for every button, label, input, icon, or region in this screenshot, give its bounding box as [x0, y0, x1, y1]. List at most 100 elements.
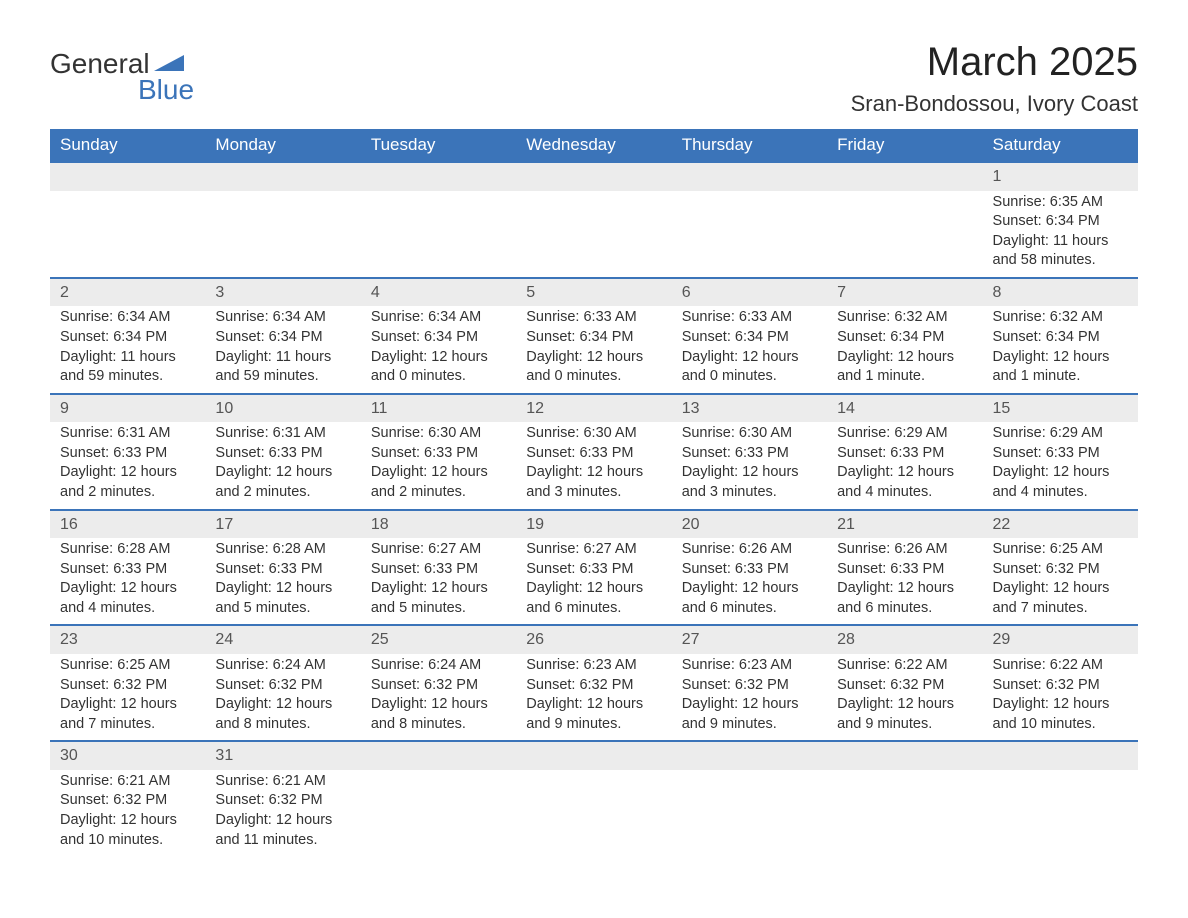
- sunrise-text: Sunrise: 6:33 AM: [682, 308, 817, 328]
- day-body: Sunrise: 6:29 AMSunset: 6:33 PMDaylight:…: [827, 422, 982, 508]
- sunrise-text: Sunrise: 6:23 AM: [526, 656, 661, 676]
- calendar-week: 23Sunrise: 6:25 AMSunset: 6:32 PMDayligh…: [50, 625, 1138, 741]
- daylight-text: Daylight: 12 hours and 8 minutes.: [371, 695, 506, 734]
- day-body: [516, 191, 671, 263]
- day-body: [983, 770, 1138, 842]
- calendar-cell: [983, 741, 1138, 856]
- sunrise-text: Sunrise: 6:26 AM: [682, 540, 817, 560]
- day-body: Sunrise: 6:34 AMSunset: 6:34 PMDaylight:…: [50, 306, 205, 392]
- sunrise-text: Sunrise: 6:25 AM: [993, 540, 1128, 560]
- day-body: Sunrise: 6:24 AMSunset: 6:32 PMDaylight:…: [361, 654, 516, 740]
- calendar-cell: 20Sunrise: 6:26 AMSunset: 6:33 PMDayligh…: [672, 510, 827, 626]
- sunrise-text: Sunrise: 6:25 AM: [60, 656, 195, 676]
- calendar-cell: [672, 741, 827, 856]
- day-body: Sunrise: 6:32 AMSunset: 6:34 PMDaylight:…: [983, 306, 1138, 392]
- sunset-text: Sunset: 6:32 PM: [60, 676, 195, 696]
- calendar-cell: [516, 741, 671, 856]
- day-body: Sunrise: 6:26 AMSunset: 6:33 PMDaylight:…: [827, 538, 982, 624]
- day-number: [672, 742, 827, 770]
- day-number: 6: [672, 279, 827, 307]
- weekday-header: Thursday: [672, 129, 827, 162]
- sunrise-text: Sunrise: 6:29 AM: [837, 424, 972, 444]
- day-number: 17: [205, 511, 360, 539]
- sunrise-text: Sunrise: 6:34 AM: [215, 308, 350, 328]
- day-body: Sunrise: 6:21 AMSunset: 6:32 PMDaylight:…: [50, 770, 205, 856]
- calendar-cell: 7Sunrise: 6:32 AMSunset: 6:34 PMDaylight…: [827, 278, 982, 394]
- calendar-head: SundayMondayTuesdayWednesdayThursdayFrid…: [50, 129, 1138, 162]
- day-body: Sunrise: 6:29 AMSunset: 6:33 PMDaylight:…: [983, 422, 1138, 508]
- day-number: [516, 742, 671, 770]
- day-body: Sunrise: 6:34 AMSunset: 6:34 PMDaylight:…: [361, 306, 516, 392]
- sunset-text: Sunset: 6:33 PM: [60, 444, 195, 464]
- logo-text-blue: Blue: [138, 74, 194, 106]
- calendar-cell: 30Sunrise: 6:21 AMSunset: 6:32 PMDayligh…: [50, 741, 205, 856]
- calendar-week: 2Sunrise: 6:34 AMSunset: 6:34 PMDaylight…: [50, 278, 1138, 394]
- sunset-text: Sunset: 6:33 PM: [371, 560, 506, 580]
- day-number: 12: [516, 395, 671, 423]
- weekday-header: Saturday: [983, 129, 1138, 162]
- daylight-text: Daylight: 12 hours and 2 minutes.: [60, 463, 195, 502]
- day-number: [672, 163, 827, 191]
- day-number: 7: [827, 279, 982, 307]
- day-number: 3: [205, 279, 360, 307]
- day-number: 16: [50, 511, 205, 539]
- day-number: 25: [361, 626, 516, 654]
- day-body: Sunrise: 6:33 AMSunset: 6:34 PMDaylight:…: [516, 306, 671, 392]
- daylight-text: Daylight: 11 hours and 58 minutes.: [993, 232, 1128, 271]
- sunset-text: Sunset: 6:33 PM: [837, 444, 972, 464]
- daylight-text: Daylight: 12 hours and 7 minutes.: [993, 579, 1128, 618]
- day-body: [50, 191, 205, 263]
- sunset-text: Sunset: 6:33 PM: [682, 444, 817, 464]
- day-body: Sunrise: 6:25 AMSunset: 6:32 PMDaylight:…: [50, 654, 205, 740]
- calendar-body: 1Sunrise: 6:35 AMSunset: 6:34 PMDaylight…: [50, 162, 1138, 856]
- day-body: Sunrise: 6:31 AMSunset: 6:33 PMDaylight:…: [205, 422, 360, 508]
- calendar-cell: 23Sunrise: 6:25 AMSunset: 6:32 PMDayligh…: [50, 625, 205, 741]
- day-body: [516, 770, 671, 842]
- sunset-text: Sunset: 6:32 PM: [526, 676, 661, 696]
- weekday-header: Sunday: [50, 129, 205, 162]
- calendar-cell: 31Sunrise: 6:21 AMSunset: 6:32 PMDayligh…: [205, 741, 360, 856]
- day-number: 27: [672, 626, 827, 654]
- daylight-text: Daylight: 11 hours and 59 minutes.: [60, 348, 195, 387]
- calendar-cell: [361, 741, 516, 856]
- sunrise-text: Sunrise: 6:28 AM: [60, 540, 195, 560]
- day-body: [361, 770, 516, 842]
- calendar-week: 30Sunrise: 6:21 AMSunset: 6:32 PMDayligh…: [50, 741, 1138, 856]
- day-body: Sunrise: 6:25 AMSunset: 6:32 PMDaylight:…: [983, 538, 1138, 624]
- header: General Blue March 2025 Sran-Bondossou, …: [50, 40, 1138, 117]
- calendar-cell: 15Sunrise: 6:29 AMSunset: 6:33 PMDayligh…: [983, 394, 1138, 510]
- sunrise-text: Sunrise: 6:21 AM: [215, 772, 350, 792]
- calendar-cell: 28Sunrise: 6:22 AMSunset: 6:32 PMDayligh…: [827, 625, 982, 741]
- day-body: Sunrise: 6:24 AMSunset: 6:32 PMDaylight:…: [205, 654, 360, 740]
- calendar-cell: 19Sunrise: 6:27 AMSunset: 6:33 PMDayligh…: [516, 510, 671, 626]
- calendar-cell: 9Sunrise: 6:31 AMSunset: 6:33 PMDaylight…: [50, 394, 205, 510]
- calendar-cell: 14Sunrise: 6:29 AMSunset: 6:33 PMDayligh…: [827, 394, 982, 510]
- sunset-text: Sunset: 6:34 PM: [215, 328, 350, 348]
- sunrise-text: Sunrise: 6:23 AM: [682, 656, 817, 676]
- day-number: [50, 163, 205, 191]
- day-number: 20: [672, 511, 827, 539]
- calendar-cell: 16Sunrise: 6:28 AMSunset: 6:33 PMDayligh…: [50, 510, 205, 626]
- day-body: [827, 191, 982, 263]
- sunset-text: Sunset: 6:33 PM: [526, 560, 661, 580]
- daylight-text: Daylight: 12 hours and 3 minutes.: [682, 463, 817, 502]
- day-body: Sunrise: 6:30 AMSunset: 6:33 PMDaylight:…: [361, 422, 516, 508]
- day-number: 22: [983, 511, 1138, 539]
- sunset-text: Sunset: 6:32 PM: [60, 791, 195, 811]
- day-number: 1: [983, 163, 1138, 191]
- day-number: 8: [983, 279, 1138, 307]
- day-body: Sunrise: 6:33 AMSunset: 6:34 PMDaylight:…: [672, 306, 827, 392]
- day-number: [361, 742, 516, 770]
- calendar-cell: 17Sunrise: 6:28 AMSunset: 6:33 PMDayligh…: [205, 510, 360, 626]
- sunset-text: Sunset: 6:33 PM: [993, 444, 1128, 464]
- day-number: 13: [672, 395, 827, 423]
- calendar-cell: [827, 162, 982, 278]
- sunset-text: Sunset: 6:33 PM: [682, 560, 817, 580]
- day-number: 26: [516, 626, 671, 654]
- day-number: 10: [205, 395, 360, 423]
- day-number: 28: [827, 626, 982, 654]
- calendar-cell: 27Sunrise: 6:23 AMSunset: 6:32 PMDayligh…: [672, 625, 827, 741]
- daylight-text: Daylight: 12 hours and 6 minutes.: [526, 579, 661, 618]
- sunset-text: Sunset: 6:32 PM: [993, 560, 1128, 580]
- calendar-cell: 11Sunrise: 6:30 AMSunset: 6:33 PMDayligh…: [361, 394, 516, 510]
